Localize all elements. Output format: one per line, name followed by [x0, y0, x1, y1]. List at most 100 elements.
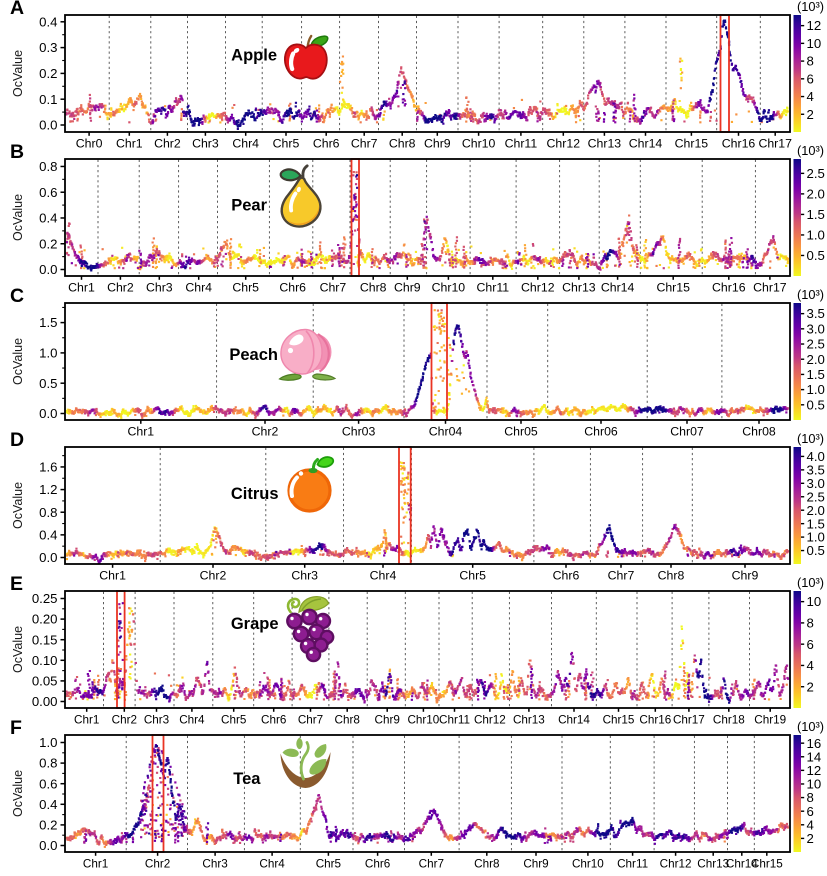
svg-text:Chr13: Chr13 — [697, 858, 729, 871]
svg-text:Chr0: Chr0 — [76, 137, 103, 151]
svg-text:Chr17: Chr17 — [758, 137, 792, 151]
svg-text:OcValue: OcValue — [11, 50, 25, 97]
svg-text:Chr3: Chr3 — [144, 714, 169, 727]
svg-text:Chr06: Chr06 — [584, 425, 618, 439]
svg-text:Chr17: Chr17 — [673, 714, 705, 727]
svg-text:Chr11: Chr11 — [439, 714, 470, 727]
svg-text:Chr10: Chr10 — [432, 281, 466, 295]
svg-text:Chr9: Chr9 — [375, 714, 400, 727]
svg-text:Peach: Peach — [229, 346, 278, 364]
svg-text:Chr6: Chr6 — [365, 858, 390, 871]
svg-text:Chr2: Chr2 — [252, 425, 279, 439]
svg-text:0.8: 0.8 — [39, 505, 57, 520]
svg-text:8: 8 — [807, 790, 814, 805]
svg-text:0.5: 0.5 — [807, 397, 825, 412]
svg-text:Chr6: Chr6 — [261, 714, 286, 727]
svg-text:Grape: Grape — [231, 615, 279, 633]
svg-text:Chr1: Chr1 — [74, 714, 99, 727]
svg-text:1.0: 1.0 — [39, 735, 57, 750]
svg-text:3.0: 3.0 — [807, 321, 825, 336]
svg-text:2: 2 — [807, 679, 814, 694]
svg-text:12: 12 — [807, 18, 822, 33]
svg-text:Chr03: Chr03 — [342, 425, 376, 439]
svg-text:10: 10 — [807, 777, 822, 792]
svg-text:Chr6: Chr6 — [313, 137, 340, 151]
svg-text:0.0: 0.0 — [39, 406, 57, 421]
svg-text:3.5: 3.5 — [807, 462, 825, 477]
svg-text:0.00: 0.00 — [32, 694, 58, 709]
svg-text:12: 12 — [807, 763, 822, 778]
svg-text:Chr15: Chr15 — [603, 714, 635, 727]
svg-text:Chr1: Chr1 — [68, 281, 95, 295]
svg-text:Chr3: Chr3 — [202, 858, 227, 871]
svg-text:0.0: 0.0 — [39, 262, 57, 277]
svg-text:0.2: 0.2 — [39, 66, 57, 81]
svg-text:0.2: 0.2 — [39, 236, 57, 251]
svg-text:Chr07: Chr07 — [670, 425, 704, 439]
svg-text:Chr9: Chr9 — [394, 281, 421, 295]
svg-text:1.5: 1.5 — [807, 207, 825, 222]
svg-text:Chr5: Chr5 — [273, 137, 300, 151]
svg-text:Chr3: Chr3 — [146, 281, 173, 295]
svg-text:Chr2: Chr2 — [112, 714, 137, 727]
svg-text:Tea: Tea — [233, 770, 261, 788]
svg-text:2: 2 — [807, 831, 814, 846]
svg-text:0.4: 0.4 — [39, 211, 57, 226]
svg-text:1.6: 1.6 — [39, 460, 57, 475]
svg-text:4: 4 — [807, 817, 814, 832]
svg-text:OcValue: OcValue — [11, 482, 25, 529]
svg-text:Chr14: Chr14 — [629, 137, 663, 151]
svg-text:16: 16 — [807, 736, 822, 751]
svg-text:0.5: 0.5 — [807, 543, 825, 558]
svg-text:0.1: 0.1 — [39, 92, 57, 107]
svg-text:10: 10 — [807, 36, 822, 51]
svg-text:Chr7: Chr7 — [419, 858, 444, 871]
svg-text:1.0: 1.0 — [807, 530, 825, 545]
svg-text:2.5: 2.5 — [807, 166, 825, 181]
svg-text:1.0: 1.0 — [807, 382, 825, 397]
svg-text:Chr10: Chr10 — [407, 714, 439, 727]
svg-text:2.0: 2.0 — [807, 352, 825, 367]
svg-text:Chr5: Chr5 — [459, 569, 486, 583]
svg-text:Chr16: Chr16 — [639, 714, 671, 727]
svg-text:Chr1: Chr1 — [116, 137, 143, 151]
svg-text:1.2: 1.2 — [39, 482, 57, 497]
svg-text:Chr12: Chr12 — [547, 137, 581, 151]
svg-text:(10³): (10³) — [797, 575, 824, 590]
svg-text:0.3: 0.3 — [39, 40, 57, 55]
svg-text:OcValue: OcValue — [11, 626, 25, 673]
svg-text:Chr8: Chr8 — [658, 569, 685, 583]
svg-text:Chr04: Chr04 — [429, 425, 463, 439]
svg-text:Chr14: Chr14 — [601, 281, 635, 295]
svg-text:Chr1: Chr1 — [127, 425, 154, 439]
svg-text:2.0: 2.0 — [807, 186, 825, 201]
svg-text:Chr3: Chr3 — [192, 137, 219, 151]
svg-text:Chr1: Chr1 — [83, 858, 108, 871]
svg-text:(10³): (10³) — [797, 0, 824, 14]
svg-text:Chr8: Chr8 — [389, 137, 416, 151]
svg-text:2.5: 2.5 — [807, 337, 825, 352]
svg-text:Chr16: Chr16 — [722, 137, 756, 151]
svg-text:1.5: 1.5 — [39, 315, 57, 330]
svg-text:OcValue: OcValue — [11, 770, 25, 817]
svg-text:Chr10: Chr10 — [572, 858, 604, 871]
svg-text:14: 14 — [807, 749, 822, 764]
svg-text:A: A — [10, 0, 24, 19]
svg-text:C: C — [10, 285, 24, 307]
svg-text:Chr7: Chr7 — [320, 281, 347, 295]
svg-text:0.4: 0.4 — [39, 797, 57, 812]
svg-text:0.10: 0.10 — [32, 653, 58, 668]
svg-text:1.5: 1.5 — [807, 516, 825, 531]
svg-text:Chr9: Chr9 — [523, 858, 548, 871]
svg-text:1.0: 1.0 — [807, 228, 825, 243]
svg-text:1.0: 1.0 — [39, 346, 57, 361]
svg-text:Chr5: Chr5 — [221, 714, 247, 727]
svg-text:0.8: 0.8 — [39, 159, 57, 174]
svg-text:6: 6 — [807, 637, 814, 652]
svg-text:Chr8: Chr8 — [335, 714, 360, 727]
svg-text:0.20: 0.20 — [32, 612, 58, 627]
svg-text:0.8: 0.8 — [39, 756, 57, 771]
svg-text:4: 4 — [807, 658, 814, 673]
svg-text:(10³): (10³) — [797, 143, 824, 158]
svg-text:Chr12: Chr12 — [660, 858, 692, 871]
